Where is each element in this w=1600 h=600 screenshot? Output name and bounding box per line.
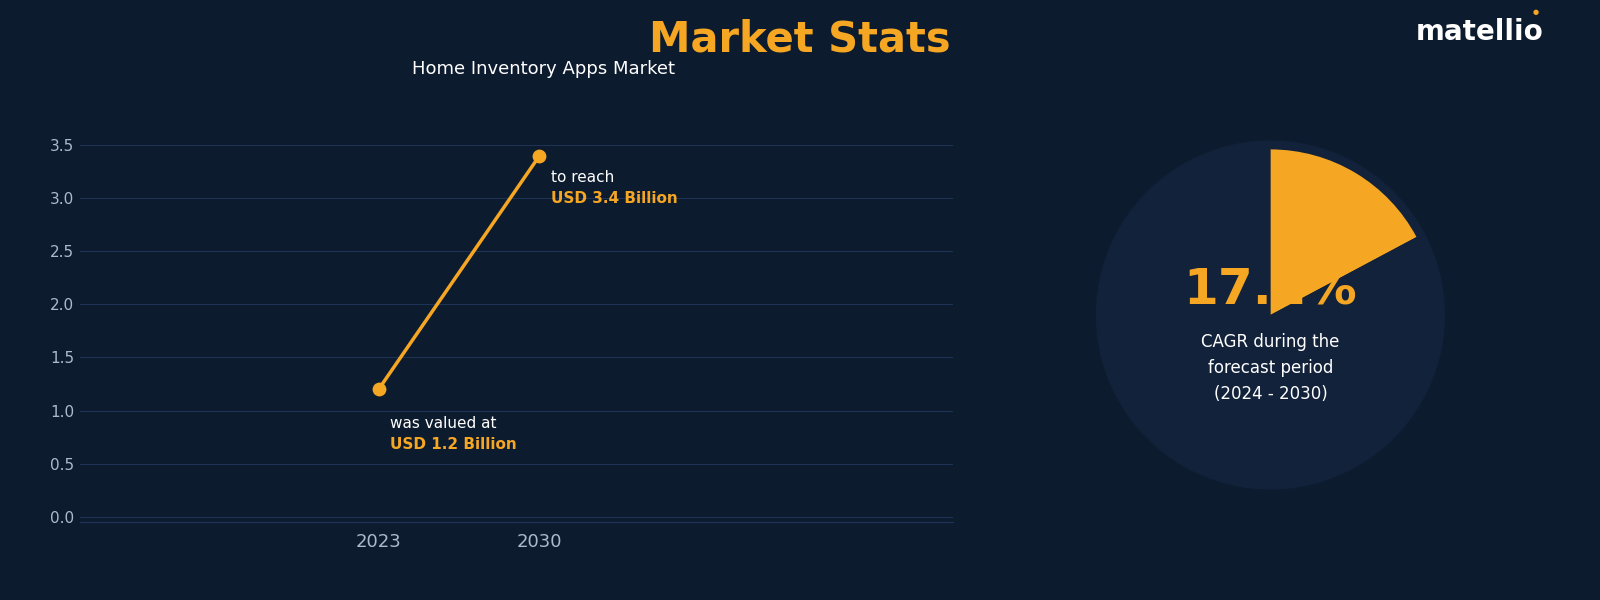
Text: USD 3.4 Billion: USD 3.4 Billion [550, 191, 678, 206]
Text: to reach: to reach [550, 169, 614, 185]
Text: was valued at: was valued at [390, 416, 496, 431]
Text: Market Stats: Market Stats [650, 18, 950, 60]
Point [526, 151, 552, 161]
Text: matellio: matellio [1416, 18, 1544, 46]
Text: Home Inventory Apps Market: Home Inventory Apps Market [413, 60, 675, 78]
Wedge shape [1270, 149, 1416, 315]
Text: CAGR during the
forecast period
(2024 - 2030): CAGR during the forecast period (2024 - … [1202, 332, 1339, 403]
Text: 17.2%: 17.2% [1184, 266, 1357, 314]
Text: USD 1.2 Billion: USD 1.2 Billion [390, 437, 517, 452]
Text: ●: ● [1533, 9, 1539, 15]
Point [366, 385, 392, 394]
Circle shape [1096, 141, 1445, 489]
Wedge shape [1106, 149, 1437, 481]
